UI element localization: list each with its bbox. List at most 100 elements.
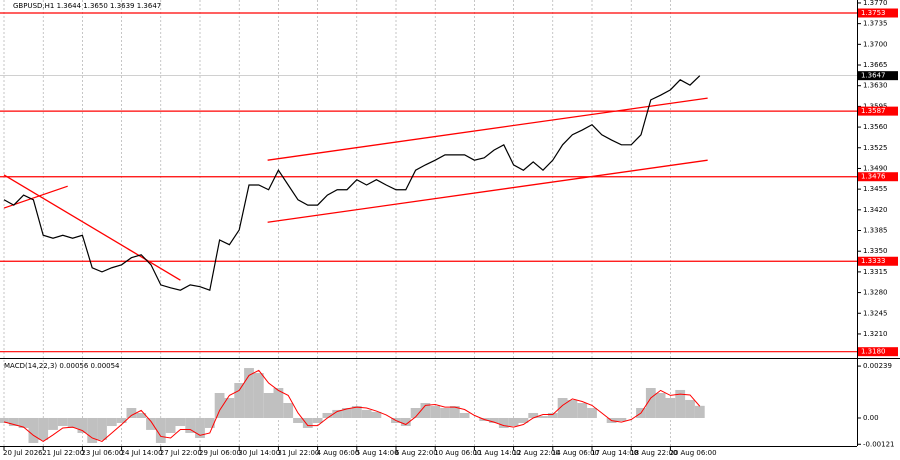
macd-bar	[165, 417, 176, 433]
x-tick-label: 14 Aug 06:00	[552, 449, 599, 457]
macd-bar	[0, 417, 9, 423]
level-label: 1.3333	[861, 257, 886, 265]
level-label: 1.3587	[861, 107, 886, 115]
x-tick-label: 18 Aug 22:00	[630, 449, 677, 457]
macd-title: MACD(14,22,3) 0.00056 0.00054	[4, 362, 120, 370]
macd-bar	[67, 417, 78, 428]
macd-bar	[489, 417, 499, 423]
macd-bar	[48, 417, 58, 430]
macd-bar	[322, 412, 333, 418]
x-tick-label: 10 Aug 06:00	[434, 449, 481, 457]
macd-bar	[410, 407, 421, 418]
x-tick-label: 12 Aug 22:00	[513, 449, 560, 457]
macd-bar	[577, 403, 588, 418]
trendline	[267, 97, 708, 161]
macd-bar	[38, 417, 49, 440]
x-tick-label: 5 Aug 14:00	[356, 449, 399, 457]
y-tick-label: 1.3770	[863, 0, 888, 7]
macd-bar	[371, 411, 382, 418]
x-tick-label: 24 Jul 14:00	[121, 449, 163, 457]
y-tick-label: 1.3700	[863, 40, 888, 48]
macd-bar	[18, 417, 29, 428]
macd-bar	[77, 417, 88, 433]
macd-bar	[204, 417, 215, 428]
signal-line	[3, 369, 701, 443]
macd-bar	[557, 398, 568, 418]
macd-bar	[244, 368, 254, 418]
x-tick-label: 29 Jul 06:00	[199, 449, 241, 457]
macd-bar	[8, 417, 19, 427]
x-tick-label: 20 Aug 06:00	[669, 449, 716, 457]
macd-bar	[116, 417, 127, 423]
macd-bar	[675, 389, 686, 418]
trendline	[3, 174, 181, 281]
y-tick-label: 1.3735	[863, 20, 888, 28]
macd-bar	[538, 416, 548, 418]
macd-bar	[665, 398, 676, 418]
macd-bar	[518, 417, 529, 423]
y-tick-label: 1.3420	[863, 206, 888, 214]
macd-bar	[293, 417, 303, 423]
macd-bar	[508, 417, 519, 427]
macd-bar	[430, 406, 441, 418]
macd-bar	[312, 417, 323, 423]
y-tick-label: 1.3315	[863, 268, 888, 276]
macd-bar	[449, 406, 460, 418]
x-tick-label: 6 Aug 22:00	[395, 449, 438, 457]
macd-bar	[440, 407, 450, 418]
level-label-box	[858, 256, 898, 266]
macd-bar	[547, 412, 558, 418]
macd-bar	[263, 393, 274, 418]
macd-bar	[645, 388, 656, 418]
macd-bar	[253, 373, 264, 418]
macd-bar	[146, 417, 156, 430]
macd-bar	[136, 412, 147, 418]
macd-bar	[361, 409, 372, 418]
macd-bar	[195, 417, 205, 438]
macd-bar	[57, 417, 68, 427]
y-tick-label: 0.00	[863, 414, 879, 422]
macd-bar	[342, 407, 352, 418]
macd-bar	[420, 403, 431, 418]
macd-bar	[175, 417, 186, 427]
last-price-label: 1.3647	[861, 72, 886, 80]
macd-bar	[155, 417, 166, 443]
chart-title: GBPUSD,H1 1.3644 1.3650 1.3639 1.3647	[13, 2, 161, 10]
level-label-box	[858, 347, 898, 357]
y-tick-label: 1.3595	[863, 102, 888, 110]
price-line	[3, 75, 701, 292]
y-tick-label: 1.3245	[863, 309, 888, 317]
last-price-box	[858, 71, 898, 81]
macd-bar	[106, 417, 117, 427]
x-tick-label: 21 Jul 22:00	[42, 449, 84, 457]
x-tick-label: 30 Jul 14:00	[238, 449, 280, 457]
y-tick-label: 1.3665	[863, 61, 888, 69]
macd-bar	[685, 399, 695, 418]
x-tick-label: 20 Jul 2026	[3, 449, 43, 457]
macd-bar	[351, 406, 362, 418]
level-label: 1.3753	[861, 9, 886, 17]
macd-bar	[587, 407, 597, 418]
y-tick-label: 1.3630	[863, 82, 888, 90]
macd-bar	[302, 417, 313, 428]
macd-bar	[400, 417, 411, 427]
level-label-box	[858, 172, 898, 182]
y-tick-label: 1.3385	[863, 227, 888, 235]
macd-bar	[694, 405, 705, 418]
level-label: 1.3476	[861, 173, 886, 181]
y-tick-label: 1.3280	[863, 289, 888, 297]
y-tick-label: 1.3210	[863, 330, 888, 338]
y-tick-label: -0.00121	[863, 440, 894, 448]
macd-bar	[283, 403, 294, 418]
macd-bar	[28, 417, 39, 443]
x-tick-label: 11 Aug 14:00	[473, 449, 520, 457]
y-tick-label: 1.3560	[863, 123, 888, 131]
macd-bar	[185, 417, 196, 433]
level-label: 1.3180	[861, 348, 886, 356]
level-label-box	[858, 106, 898, 116]
y-tick-label: 1.3350	[863, 247, 888, 255]
x-tick-label: 31 Jul 22:00	[277, 449, 319, 457]
macd-bar	[567, 399, 578, 418]
